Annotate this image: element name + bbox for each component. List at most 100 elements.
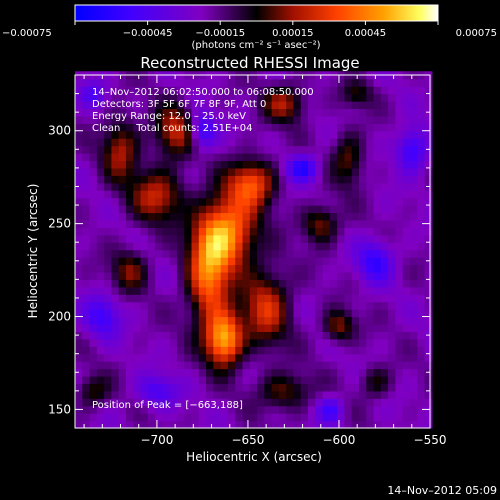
heatmap-cell [147,257,156,266]
heatmap-cell [373,130,382,139]
heatmap-cell [227,375,236,385]
heatmap-cell [351,160,360,169]
heatmap-cell [242,338,251,347]
heatmap-cell [315,264,324,273]
heatmap-cell [409,108,418,117]
heatmap-cell [162,279,171,288]
heatmap-cell [271,175,280,184]
heatmap-cell [329,279,338,288]
heatmap-cell [191,323,200,332]
heatmap-cell [82,346,91,355]
heatmap-cell [169,123,178,132]
heatmap-cell [242,242,251,251]
heatmap-cell [264,93,273,102]
heatmap-cell [140,338,149,347]
heatmap-cell [380,205,389,214]
heatmap-cell [140,398,149,407]
heatmap-cell [373,390,382,399]
heatmap-cell [286,316,295,325]
heatmap-cell [271,197,280,206]
heatmap-cell [308,93,316,102]
heatmap-cell [104,375,113,385]
heatmap-cell [155,212,163,221]
heatmap-cell [417,346,426,355]
heatmap-cell [293,130,302,139]
heatmap-cell [264,86,273,95]
heatmap-cell [308,197,316,206]
heatmap-cell [111,197,120,206]
heatmap-cell [235,249,244,258]
heatmap-cell [249,93,258,102]
heatmap-cell [220,197,229,206]
heatmap-cell [351,153,360,162]
heatmap-cell [227,242,236,251]
heatmap-cell [249,331,258,340]
heatmap-cell [409,115,418,124]
heatmap-cell [315,398,324,407]
heatmap-cell [351,375,360,385]
heatmap-cell [337,123,346,132]
heatmap-cell [191,264,200,273]
heatmap-cell [286,78,295,87]
heatmap-cell [380,309,389,318]
heatmap-cell [322,167,331,176]
heatmap-cell [169,316,178,325]
heatmap-cell [300,405,309,414]
heatmap-cell [322,249,331,258]
heatmap-cell [75,286,83,295]
heatmap-cell [388,130,397,139]
heatmap-cell [206,398,214,407]
heatmap-cell [424,316,433,325]
heatmap-cell [227,368,236,377]
heatmap-cell [366,219,375,228]
heatmap-cell [147,264,156,273]
heatmap-cell [104,205,113,214]
heatmap-cell [111,309,120,318]
heatmap-cell [213,234,222,243]
heatmap-cell [169,167,178,176]
heatmap-cell [140,205,149,214]
heatmap-cell [206,331,214,340]
heatmap-cell [380,153,389,162]
heatmap-cell [380,123,389,132]
heatmap-cell [213,368,222,377]
heatmap-cell [118,130,127,139]
heatmap-cell [191,175,200,184]
heatmap-cell [322,390,331,399]
heatmap-cell [308,383,316,392]
heatmap-cell [140,175,149,184]
heatmap-cell [264,108,273,117]
heatmap-cell [147,346,156,355]
heatmap-cell [402,108,411,117]
heatmap-cell [286,338,295,347]
heatmap-cell [424,309,433,318]
heatmap-cell [220,145,229,154]
heatmap-cell [264,197,273,206]
heatmap-cell [264,138,273,147]
heatmap-cell [395,346,404,355]
heatmap-cell [300,153,309,162]
heatmap-cell [184,93,193,102]
heatmap-cell [322,264,331,273]
heatmap-cell [242,212,251,221]
heatmap-cell [344,219,353,228]
heatmap-cell [220,108,229,117]
heatmap-cell [257,160,265,169]
heatmap-cell [308,309,316,318]
heatmap-cell [176,115,185,124]
heatmap-cell [82,205,91,214]
heatmap-cell [395,316,404,325]
heatmap-cell [104,108,113,117]
heatmap-cell [206,175,214,184]
heatmap-cell [359,413,367,422]
heatmap-cell [176,398,185,407]
heatmap-cell [278,190,287,199]
heatmap-cell [249,405,258,414]
heatmap-cell [125,101,134,110]
heatmap-cell [125,108,134,117]
heatmap-cell [242,145,251,154]
heatmap-cell [380,227,389,236]
heatmap-cell [293,264,302,273]
heatmap-cell [293,86,302,95]
heatmap-cell [278,101,287,110]
